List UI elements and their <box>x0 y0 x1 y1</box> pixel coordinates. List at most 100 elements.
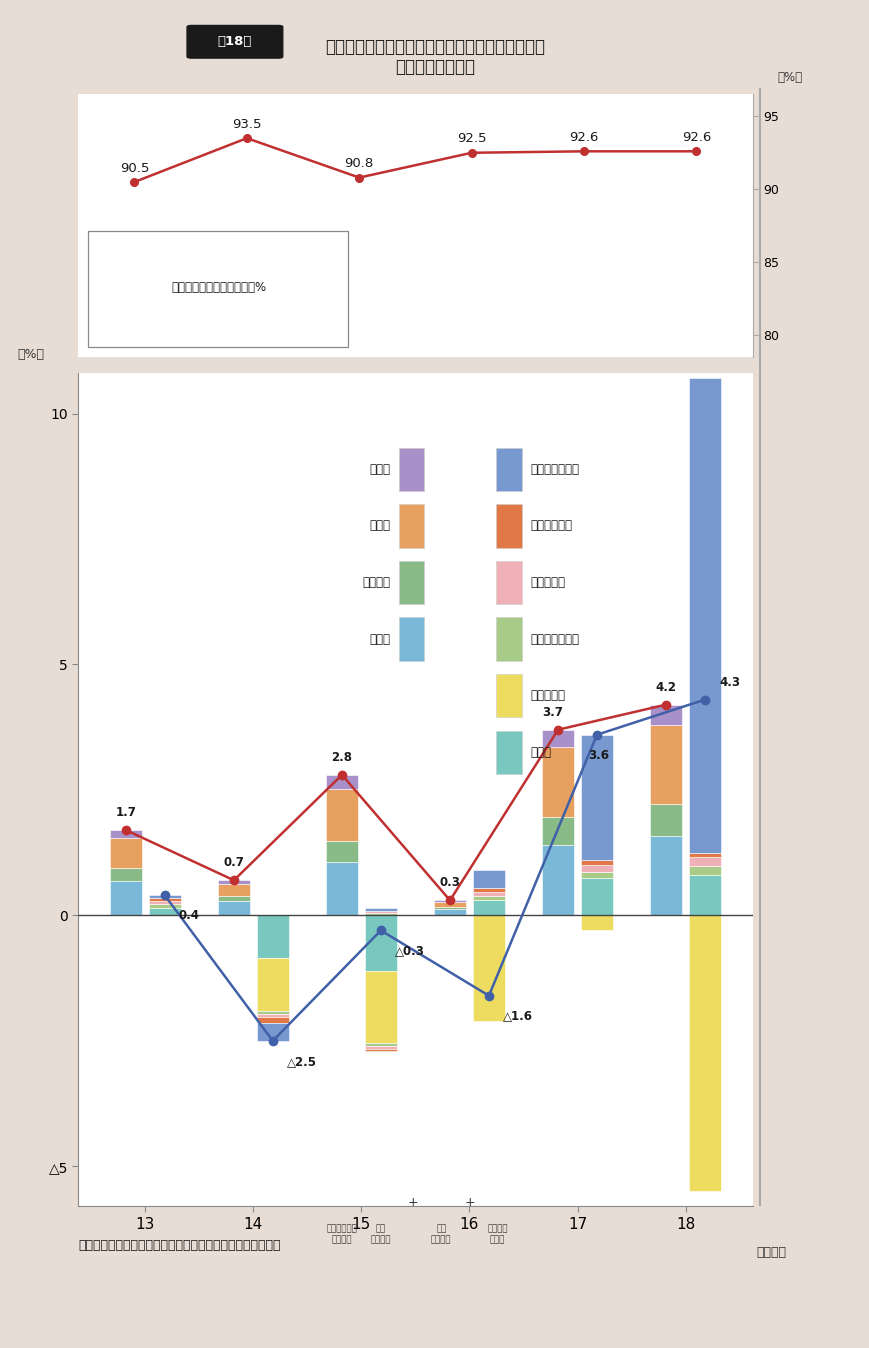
Text: 経常収支比率（右目盛）　%: 経常収支比率（右目盛） % <box>171 282 266 294</box>
Text: △0.3: △0.3 <box>395 945 424 957</box>
Text: 90.5: 90.5 <box>120 162 149 175</box>
Text: 経常経費充当
一般財源: 経常経費充当 一般財源 <box>326 1224 357 1244</box>
Text: 92.5: 92.5 <box>456 132 486 146</box>
Text: 減税補てん債: 減税補てん債 <box>529 519 572 532</box>
Bar <box>364 911 396 913</box>
Bar <box>256 915 289 958</box>
Bar <box>217 900 249 915</box>
Bar <box>364 915 396 971</box>
Bar <box>688 915 720 1192</box>
Bar <box>688 379 720 853</box>
Bar <box>472 915 505 1020</box>
Text: （注）棒グラフの数値は、各年度の対前年度増減率である。: （注）棒グラフの数値は、各年度の対前年度増減率である。 <box>78 1239 281 1252</box>
Text: 地方特例交付金: 地方特例交付金 <box>529 632 579 646</box>
Bar <box>688 857 720 867</box>
Bar <box>580 915 613 930</box>
Bar <box>364 1043 396 1046</box>
Bar <box>495 674 521 717</box>
Text: （年度）: （年度） <box>755 1247 785 1259</box>
Text: 地方交付税: 地方交付税 <box>529 689 564 702</box>
Bar <box>434 910 466 915</box>
Bar <box>109 830 142 838</box>
Bar <box>580 735 613 860</box>
Text: 地方譲与税: 地方譲与税 <box>529 576 564 589</box>
Text: 4.2: 4.2 <box>655 681 676 694</box>
Text: 3.7: 3.7 <box>541 705 562 718</box>
Text: 90.8: 90.8 <box>344 158 374 170</box>
Bar <box>325 841 358 863</box>
Text: 地方税: 地方税 <box>529 745 550 759</box>
Bar <box>580 878 613 915</box>
Bar <box>434 907 466 910</box>
Bar <box>398 617 424 661</box>
Bar <box>217 884 249 896</box>
Bar <box>541 845 574 915</box>
FancyBboxPatch shape <box>187 26 282 58</box>
Bar <box>149 905 181 907</box>
Bar <box>495 504 521 547</box>
Bar <box>398 448 424 491</box>
Text: 経常収支比率を構成する分子及び分母の増減状況: 経常収支比率を構成する分子及び分母の増減状況 <box>325 38 544 57</box>
Text: 0.4: 0.4 <box>179 910 200 922</box>
Bar <box>580 872 613 878</box>
Bar <box>109 838 142 868</box>
Bar <box>364 971 396 1043</box>
Text: 92.6: 92.6 <box>568 131 598 144</box>
Text: 3.6: 3.6 <box>588 748 609 762</box>
Bar <box>364 907 396 911</box>
Bar <box>495 561 521 604</box>
Bar <box>217 896 249 900</box>
Bar <box>649 705 681 725</box>
Bar <box>649 803 681 836</box>
Text: 臨時財政
対策債: 臨時財政 対策債 <box>487 1224 507 1244</box>
Bar <box>649 836 681 915</box>
Text: 第18図: 第18図 <box>217 35 252 49</box>
Bar <box>472 900 505 915</box>
Bar <box>217 880 249 884</box>
Text: +: + <box>408 1197 418 1209</box>
Bar <box>109 882 142 915</box>
Text: 経常
一般財源: 経常 一般財源 <box>370 1224 391 1244</box>
Text: その２　都道府県: その２ 都道府県 <box>395 58 474 77</box>
FancyBboxPatch shape <box>89 231 348 346</box>
Bar <box>434 900 466 902</box>
Text: 0.3: 0.3 <box>439 876 460 890</box>
Text: △2.5: △2.5 <box>287 1055 316 1068</box>
Bar <box>149 907 181 915</box>
Bar <box>256 1023 289 1041</box>
Text: 補助費等: 補助費等 <box>362 576 390 589</box>
Text: 2.8: 2.8 <box>331 751 352 764</box>
Bar <box>580 860 613 865</box>
Bar <box>472 892 505 896</box>
Text: 0.7: 0.7 <box>223 856 244 869</box>
Bar <box>541 747 574 817</box>
Bar <box>434 902 466 907</box>
Bar <box>149 898 181 900</box>
Bar <box>688 853 720 857</box>
Bar <box>688 875 720 915</box>
Bar <box>109 868 142 882</box>
Bar <box>364 1049 396 1051</box>
Text: 臨時財政対策債: 臨時財政対策債 <box>529 462 579 476</box>
Bar <box>649 725 681 803</box>
Bar <box>256 958 289 1011</box>
Bar <box>325 789 358 841</box>
Bar <box>325 863 358 915</box>
Text: +: + <box>463 1197 474 1209</box>
Bar <box>325 775 358 789</box>
Text: 減税
補てん債: 減税 補てん債 <box>431 1224 451 1244</box>
Bar <box>256 1014 289 1016</box>
Bar <box>472 888 505 892</box>
Text: 人件費: 人件費 <box>369 632 390 646</box>
Text: 93.5: 93.5 <box>232 117 262 131</box>
Bar <box>495 731 521 774</box>
Text: （%）: （%） <box>17 348 44 361</box>
Bar <box>149 900 181 905</box>
Text: △1.6: △1.6 <box>502 1010 533 1023</box>
Text: 4.3: 4.3 <box>718 675 740 689</box>
Bar <box>398 504 424 547</box>
Bar <box>256 1016 289 1023</box>
Bar <box>472 896 505 900</box>
Bar <box>688 867 720 875</box>
Bar <box>495 448 521 491</box>
